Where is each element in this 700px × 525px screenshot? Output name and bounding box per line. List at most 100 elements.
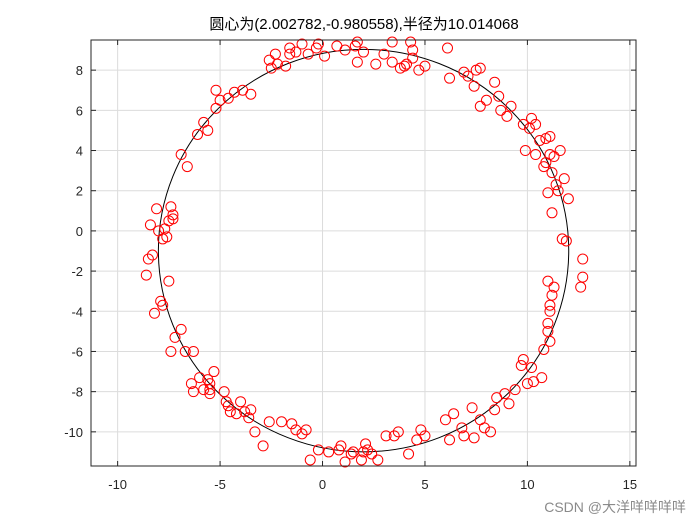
scatter-point xyxy=(345,448,357,460)
scatter-point xyxy=(349,40,361,52)
scatter-point xyxy=(509,384,521,396)
scatter-point xyxy=(560,235,572,247)
x-tick-label: 15 xyxy=(623,477,637,492)
scatter-point xyxy=(442,42,454,54)
scatter-point xyxy=(222,400,234,412)
scatter-point xyxy=(538,343,550,355)
scatter-point xyxy=(378,48,390,60)
scatter-point xyxy=(474,100,486,112)
grid-lines xyxy=(91,40,636,466)
scatter-point xyxy=(339,456,351,468)
scatter-point xyxy=(257,440,269,452)
scatter-point xyxy=(542,187,554,199)
scatter-point xyxy=(495,104,507,116)
scatter-point xyxy=(210,84,222,96)
scatter-point xyxy=(380,430,392,442)
scatter-point xyxy=(468,432,480,444)
scatter-point xyxy=(444,72,456,84)
scatter-point xyxy=(151,203,163,215)
scatter-point xyxy=(237,84,249,96)
scatter-point xyxy=(276,416,288,428)
scatter-point xyxy=(210,102,222,114)
scatter-point xyxy=(245,404,257,416)
scatter-point xyxy=(323,446,335,458)
scatter-point xyxy=(300,424,312,436)
scatter-point xyxy=(296,428,308,440)
scatter-point xyxy=(439,414,451,426)
scatter-point xyxy=(530,149,542,161)
scatter-point xyxy=(204,378,216,390)
scatter-point xyxy=(310,42,322,54)
scatter-point xyxy=(419,430,431,442)
scatter-point xyxy=(144,219,156,231)
scatter-point xyxy=(335,440,347,452)
scatter-point xyxy=(181,161,193,173)
scatter-point xyxy=(149,307,161,319)
scatter-point xyxy=(562,193,574,205)
scatter-point xyxy=(519,145,531,157)
scatter-point xyxy=(546,289,558,301)
scatter-point xyxy=(243,412,255,424)
scatter-point xyxy=(187,386,199,398)
scatter-point xyxy=(550,179,562,191)
scatter-point xyxy=(546,167,558,179)
scatter-point xyxy=(249,426,261,438)
scatter-point xyxy=(534,134,546,146)
scatter-point xyxy=(204,384,216,396)
scatter-point xyxy=(558,173,570,185)
scatter-point xyxy=(366,448,378,460)
scatter-point xyxy=(413,64,425,76)
scatter-point xyxy=(444,434,456,446)
scatter-point xyxy=(470,64,482,76)
scatter-point xyxy=(526,112,538,124)
scatter-point xyxy=(544,305,556,317)
y-tick-label: -10 xyxy=(64,425,83,440)
scatter-point xyxy=(521,378,533,390)
scatter-point xyxy=(392,426,404,438)
x-tick-label: 0 xyxy=(319,477,326,492)
scatter-point xyxy=(499,388,511,400)
scatter-point xyxy=(284,42,296,54)
scatter-point xyxy=(501,110,513,122)
scatter-point xyxy=(187,345,199,357)
scatter-point xyxy=(296,38,308,50)
scatter-point xyxy=(526,362,538,374)
y-tick-label: 4 xyxy=(76,144,83,159)
scatter-point xyxy=(263,54,275,66)
scatter-point xyxy=(542,275,554,287)
scatter-point xyxy=(194,372,206,384)
scatter-point xyxy=(419,60,431,72)
scatter-point xyxy=(269,48,281,60)
scatter-point xyxy=(179,345,191,357)
scatter-point xyxy=(480,94,492,106)
scatter-point xyxy=(546,207,558,219)
scatter-point xyxy=(319,50,331,62)
scatter-point xyxy=(538,161,550,173)
scatter-point xyxy=(304,454,316,466)
scatter-point xyxy=(544,335,556,347)
scatter-point xyxy=(505,100,517,112)
scatter-point xyxy=(485,426,497,438)
chart-title: 圆心为(2.002782,-0.980558),半径为10.014068 xyxy=(209,16,518,33)
x-tick-label: -10 xyxy=(108,477,127,492)
scatter-point xyxy=(530,118,542,130)
scatter-point xyxy=(280,60,292,72)
scatter-point xyxy=(331,40,343,52)
y-tick-label: -4 xyxy=(71,304,83,319)
scatter-point xyxy=(493,90,505,102)
scatter-point xyxy=(388,430,400,442)
scatter-point xyxy=(456,422,468,434)
scatter-point xyxy=(157,299,169,311)
scatter-point xyxy=(517,118,529,130)
x-tick-label: -5 xyxy=(214,477,226,492)
scatter-point xyxy=(167,213,179,225)
scatter-point xyxy=(169,331,181,343)
scatter-point xyxy=(372,454,384,466)
scatter-point xyxy=(192,128,204,140)
scatter-point xyxy=(462,70,474,82)
scatter-points xyxy=(140,36,589,468)
scatter-point xyxy=(503,398,515,410)
scatter-point xyxy=(263,416,275,428)
